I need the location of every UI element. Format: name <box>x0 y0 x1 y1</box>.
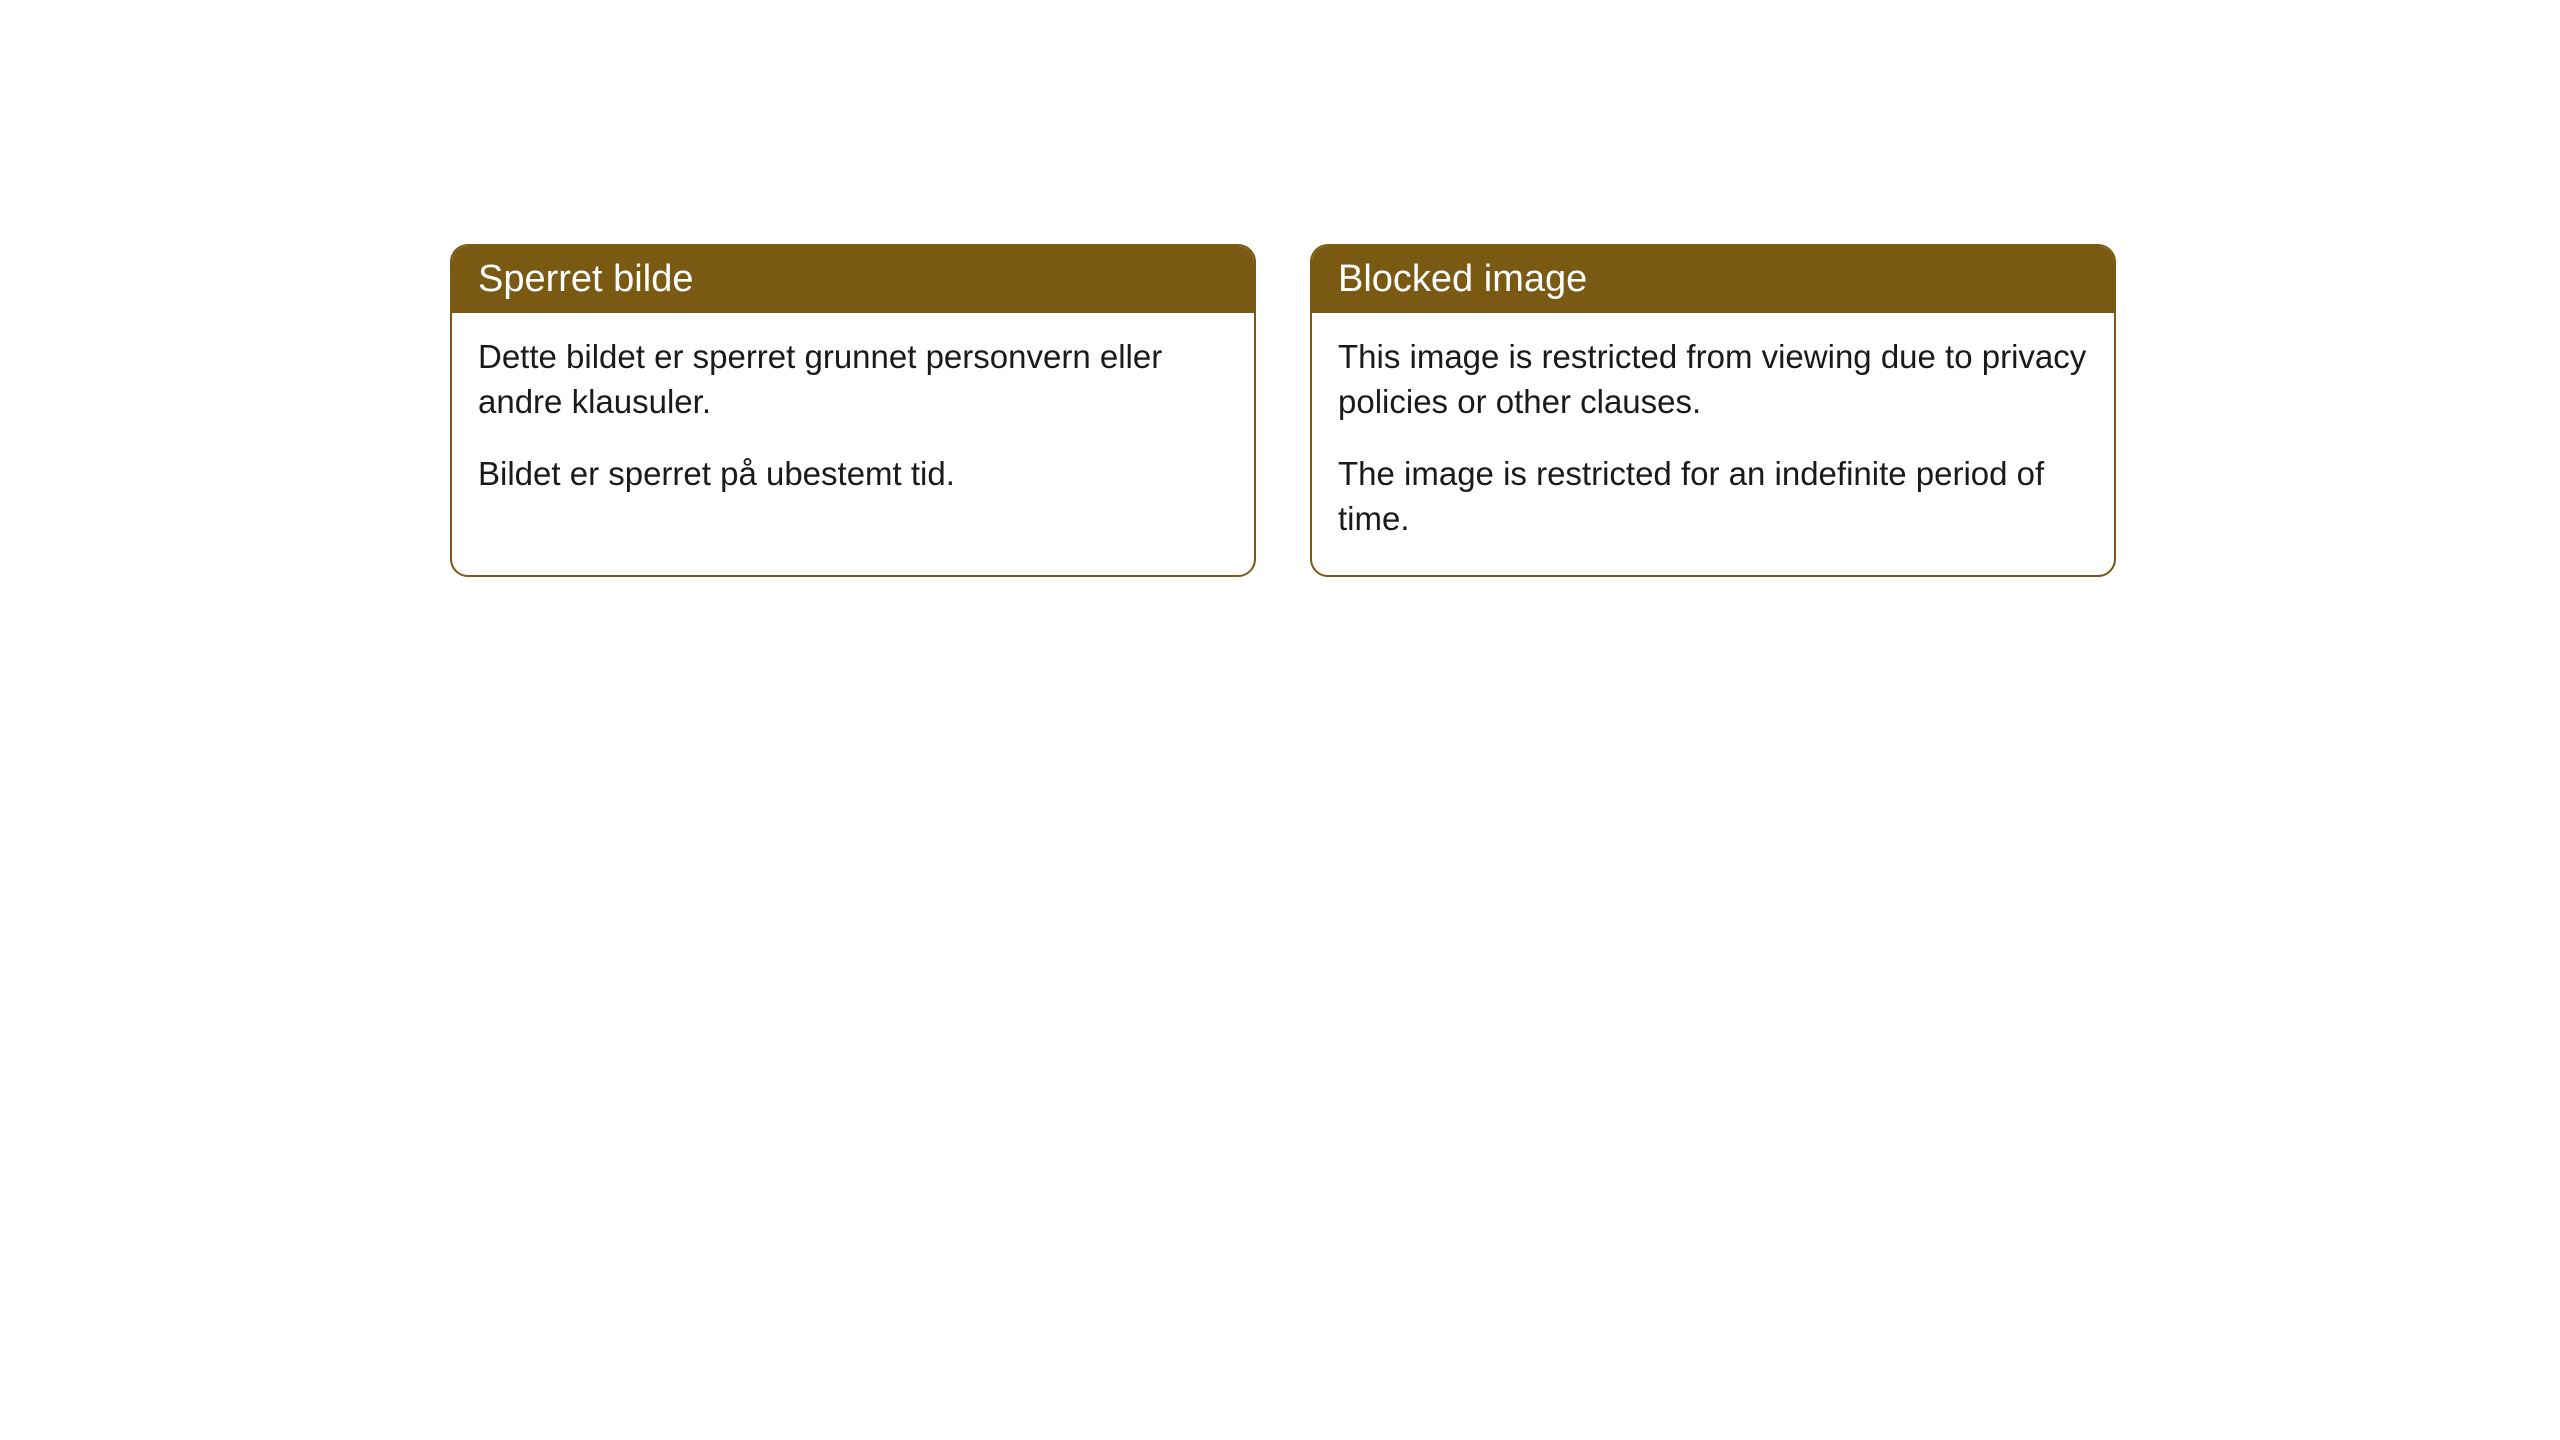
notice-paragraph: The image is restricted for an indefinit… <box>1338 452 2088 541</box>
notice-header: Sperret bilde <box>452 246 1254 313</box>
notice-paragraph: Dette bildet er sperret grunnet personve… <box>478 335 1228 424</box>
notice-container: Sperret bilde Dette bildet er sperret gr… <box>450 244 2116 577</box>
notice-card-english: Blocked image This image is restricted f… <box>1310 244 2116 577</box>
notice-card-norwegian: Sperret bilde Dette bildet er sperret gr… <box>450 244 1256 577</box>
notice-body: Dette bildet er sperret grunnet personve… <box>452 313 1254 531</box>
notice-body: This image is restricted from viewing du… <box>1312 313 2114 575</box>
notice-paragraph: This image is restricted from viewing du… <box>1338 335 2088 424</box>
notice-header: Blocked image <box>1312 246 2114 313</box>
notice-paragraph: Bildet er sperret på ubestemt tid. <box>478 452 1228 497</box>
